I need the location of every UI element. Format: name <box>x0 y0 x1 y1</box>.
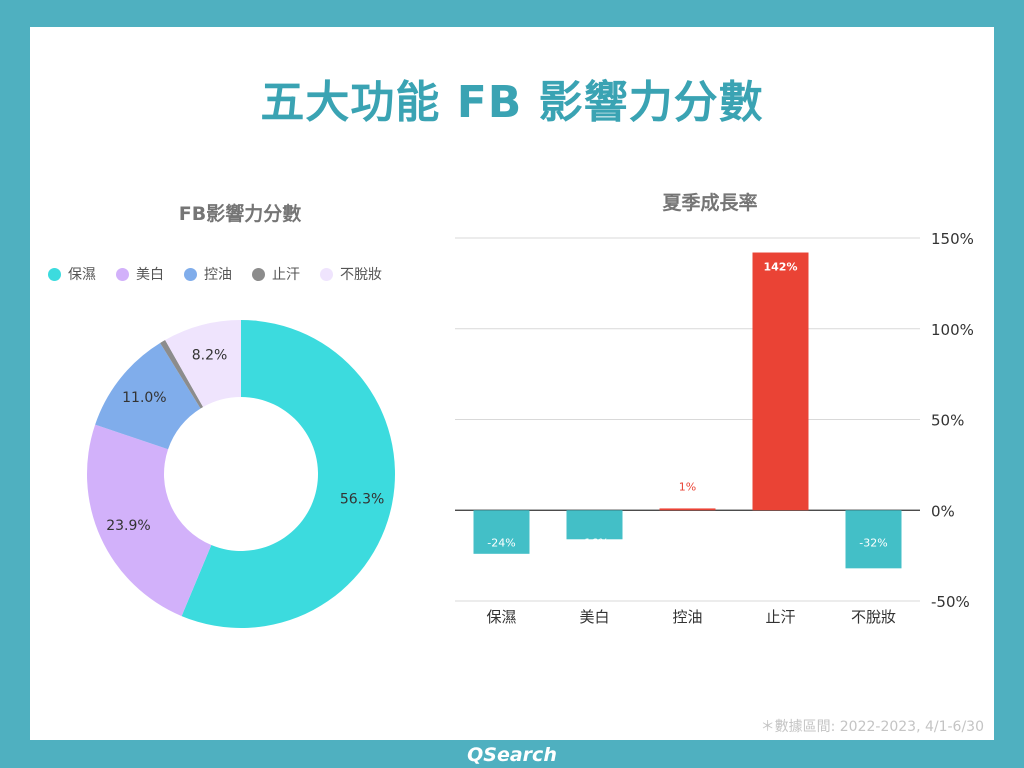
donut-slice-0 <box>181 320 395 628</box>
legend-label-1: 美白 <box>136 267 164 283</box>
y-tick-label: 100% <box>931 321 974 339</box>
legend-item-3: 止汗 <box>252 264 300 284</box>
legend-swatch-4 <box>320 267 333 281</box>
legend-label-2: 控油 <box>204 267 232 283</box>
x-category-label-3: 止汗 <box>765 608 795 626</box>
bar-0 <box>473 510 530 554</box>
bar-4 <box>845 510 902 569</box>
legend-label-4: 不脫妝 <box>340 267 382 283</box>
legend-label-3: 止汗 <box>272 267 300 283</box>
donut-label-0: 56.3% <box>340 491 384 507</box>
donut-slice-3 <box>160 339 204 409</box>
bar-value-label-3: 142% <box>764 261 798 274</box>
legend-swatch-2 <box>184 267 197 281</box>
brand-logo-text: QSearch <box>467 744 557 766</box>
x-category-label-2: 控油 <box>672 608 702 626</box>
donut-label-1: 23.9% <box>106 518 150 534</box>
legend-label-0: 保濕 <box>68 267 96 283</box>
donut-label-2: 11.0% <box>122 390 166 406</box>
legend-swatch-1 <box>116 267 129 281</box>
pie-legend: 保濕 美白 控油 止汗 不脫妝 <box>48 264 382 284</box>
legend-item-2: 控油 <box>184 264 232 284</box>
y-tick-label: -50% <box>931 593 970 611</box>
bar-value-label-4: -32% <box>859 536 887 549</box>
donut-label-4: 8.2% <box>192 348 228 364</box>
legend-item-1: 美白 <box>116 264 164 284</box>
legend-swatch-3 <box>252 267 265 281</box>
bar-value-label-1: -16% <box>580 536 608 549</box>
legend-item-4: 不脫妝 <box>320 264 382 284</box>
bar-1 <box>566 510 623 540</box>
pie-chart-title: FB影響力分數 <box>178 203 302 225</box>
legend-swatch-0 <box>48 267 61 281</box>
x-category-label-1: 美白 <box>579 608 609 626</box>
bar-3 <box>752 252 809 511</box>
y-tick-label: 0% <box>931 502 955 520</box>
legend-item-0: 保濕 <box>48 264 96 284</box>
date-range-footnote: ＊數據區間: 2022-2023, 4/1-6/30 <box>760 719 984 735</box>
donut-slice-4 <box>165 320 241 407</box>
x-category-label-0: 保濕 <box>486 608 516 626</box>
page-title: 五大功能 FB 影響力分數 <box>260 77 764 128</box>
y-tick-label: 150% <box>931 230 974 248</box>
bar-value-label-2: 1% <box>679 480 696 493</box>
bar-chart-title: 夏季成長率 <box>662 192 758 214</box>
y-tick-label: 50% <box>931 412 964 430</box>
bar-2 <box>659 508 716 511</box>
bar-value-label-0: -24% <box>487 536 515 549</box>
donut-slice-2 <box>95 342 201 450</box>
x-category-label-4: 不脫妝 <box>851 608 896 626</box>
donut-slice-1 <box>86 424 212 617</box>
